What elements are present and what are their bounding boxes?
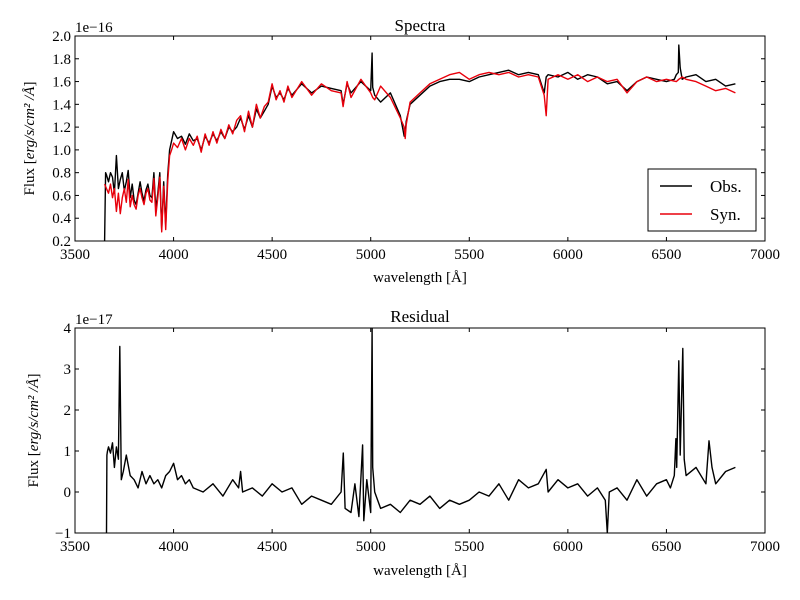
legend-obs-label: Obs. xyxy=(710,177,742,196)
y-tick-label: 2 xyxy=(64,403,72,419)
x-tick-label: 5500 xyxy=(454,539,484,555)
y-tick-label: 2.0 xyxy=(52,29,71,45)
x-tick-label: 6000 xyxy=(553,539,583,555)
y-tick-label: −1 xyxy=(55,526,71,542)
spectra-offset-text: 1e−16 xyxy=(75,20,113,36)
x-tick-label: 5000 xyxy=(356,247,386,263)
x-tick-label: 5500 xyxy=(454,247,484,263)
y-tick-label: 0 xyxy=(64,485,72,501)
y-tick-label: 1.8 xyxy=(52,52,71,68)
y-tick-label: 0.6 xyxy=(52,188,71,204)
y-tick-label: 0.8 xyxy=(52,166,71,182)
spectra-xlabel: wavelength [Å] xyxy=(373,270,467,286)
spectra-ylabel-unit: erg/s/cm² /Å xyxy=(22,86,38,160)
x-tick-label: 4000 xyxy=(159,539,189,555)
residual-ylabel: Flux [erg/s/cm² /Å] xyxy=(26,374,42,488)
x-tick-label: 7000 xyxy=(750,539,780,555)
x-tick-label: 7000 xyxy=(750,247,780,263)
x-tick-label: 4500 xyxy=(257,247,287,263)
residual-panel: Residual 1e−17 wavelength [Å] Flux [erg/… xyxy=(26,307,780,579)
residual-ylabel-text: Flux [ xyxy=(26,451,42,487)
residual-title: Residual xyxy=(390,307,450,326)
x-tick-label: 3500 xyxy=(60,539,90,555)
spectra-ylabel-text: Flux [ xyxy=(22,159,38,195)
x-tick-label: 3500 xyxy=(60,247,90,263)
spectra-series xyxy=(103,44,736,241)
y-tick-label: 1.6 xyxy=(52,75,71,91)
series-line-syn xyxy=(103,71,736,233)
residual-ylabel-unit: erg/s/cm² /Å xyxy=(26,378,42,452)
spectra-legend: Obs. Syn. xyxy=(647,168,757,232)
x-tick-label: 6500 xyxy=(651,539,681,555)
residual-plot-area xyxy=(74,327,766,534)
y-tick-label: 3 xyxy=(64,362,72,378)
x-tick-label: 5000 xyxy=(356,539,386,555)
x-tick-label: 6000 xyxy=(553,247,583,263)
residual-series xyxy=(105,328,736,533)
y-tick-label: 0.2 xyxy=(52,234,71,250)
y-tick-label: 0.4 xyxy=(52,211,71,227)
residual-ylabel-close: ] xyxy=(26,374,42,379)
legend-syn-label: Syn. xyxy=(710,205,741,224)
residual-offset-text: 1e−17 xyxy=(75,312,113,328)
y-tick-label: 1.0 xyxy=(52,143,71,159)
spectra-plot-area xyxy=(74,35,766,242)
spectra-panel: Spectra 1e−16 wavelength [Å] Flux [erg/s… xyxy=(22,16,780,286)
y-tick-label: 1.4 xyxy=(52,97,71,113)
x-tick-label: 4500 xyxy=(257,539,287,555)
spectra-ylabel-close: ] xyxy=(22,82,38,87)
residual-axes: 3500 4000 4500 5000 5500 6000 6500 7000 −1 0 1 2 3 4 xyxy=(55,321,780,555)
x-tick-label: 6500 xyxy=(651,247,681,263)
spectra-axes: 3500 4000 4500 5000 5500 6000 6500 7000 0.2 0.4 0.… xyxy=(52,29,780,263)
legend-box xyxy=(647,168,757,232)
y-tick-label: 4 xyxy=(64,321,72,337)
x-tick-label: 4000 xyxy=(159,247,189,263)
spectra-ylabel: Flux [erg/s/cm² /Å] xyxy=(22,82,38,196)
residual-xlabel: wavelength [Å] xyxy=(373,563,467,579)
y-tick-label: 1 xyxy=(64,444,72,460)
y-tick-label: 1.2 xyxy=(52,120,71,136)
series-line-residual xyxy=(105,328,736,533)
spectra-title: Spectra xyxy=(395,16,446,35)
